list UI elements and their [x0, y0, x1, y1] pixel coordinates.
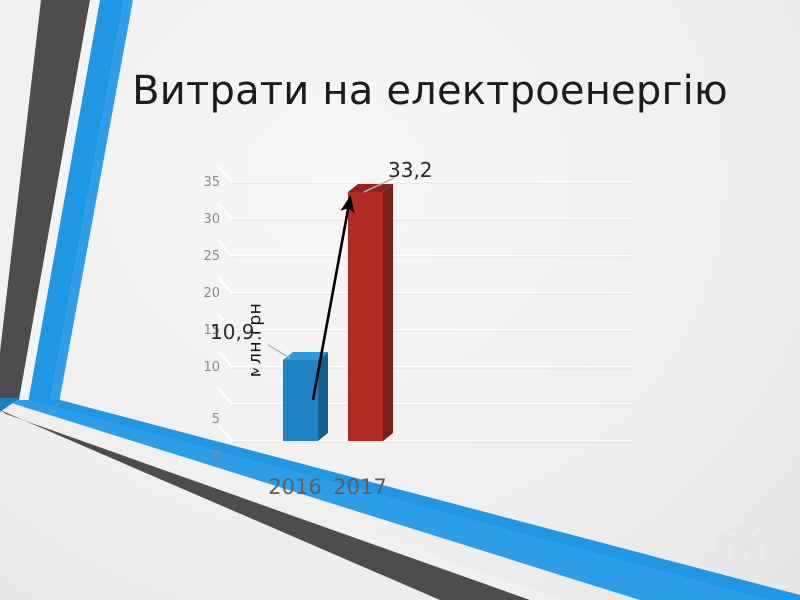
bar-2016-side: [318, 352, 328, 441]
watermark-circle: [715, 525, 769, 579]
watermark-wing-shape: [751, 524, 779, 579]
bar-2017-side: [383, 184, 393, 441]
bar-2017-top: [348, 184, 393, 192]
grid-line-35: [217, 165, 632, 183]
y-tick-label: 25: [203, 249, 220, 264]
axis-baseline: [217, 424, 632, 442]
bar-chart: 35 30 25 20 15 10 5 0 млн.грн: [150, 150, 670, 520]
grid-line-15: [217, 313, 632, 331]
data-label-leader-2016: [267, 344, 291, 359]
decoration-band-white-gap-1: [19, 0, 100, 403]
y-tick-label: 5: [211, 412, 220, 427]
watermark-letter: B: [729, 533, 755, 574]
plot-area: [217, 165, 632, 443]
grid-line-30: [217, 202, 632, 220]
data-label-leader-2017: [363, 177, 395, 193]
bar-2017-front[interactable]: [348, 192, 383, 441]
grid-lines: [217, 165, 632, 405]
decoration-corner-wedge: [0, 398, 20, 412]
decoration-band-blue-vertical: [28, 0, 124, 403]
grid-lines-shadow: [232, 182, 632, 406]
grid-line-25: [217, 239, 632, 257]
y-tick-label: 0: [211, 449, 220, 464]
grid-line-20: [217, 276, 632, 294]
y-tick-label: 35: [203, 175, 220, 190]
x-tick-label-2016: 2016: [268, 475, 322, 499]
bar-2016[interactable]: [283, 352, 328, 441]
y-tick-label: 30: [203, 212, 220, 227]
y-axis-ticks: 35 30 25 20 15 10 5 0: [184, 150, 220, 520]
grid-line-5: [217, 387, 632, 405]
decoration-band-blue-vertical-inner: [50, 0, 133, 403]
b-logo-watermark: B: [715, 524, 779, 579]
data-label-2017: 33,2: [388, 158, 433, 182]
bar-2016-top: [283, 352, 328, 360]
growth-arrow: [311, 195, 355, 401]
grid-line-10: [217, 350, 632, 368]
y-tick-label: 20: [203, 286, 220, 301]
y-tick-label: 10: [203, 360, 220, 375]
decoration-band-gray-vertical: [0, 0, 90, 400]
bar-2016-front[interactable]: [283, 360, 318, 441]
bar-2017[interactable]: [348, 184, 393, 441]
page-title: Витрати на електроенергію: [132, 68, 728, 114]
x-tick-label-2017: 2017: [333, 475, 387, 499]
data-label-2016: 10,9: [210, 320, 255, 344]
y-tick-label: 15: [203, 323, 220, 338]
